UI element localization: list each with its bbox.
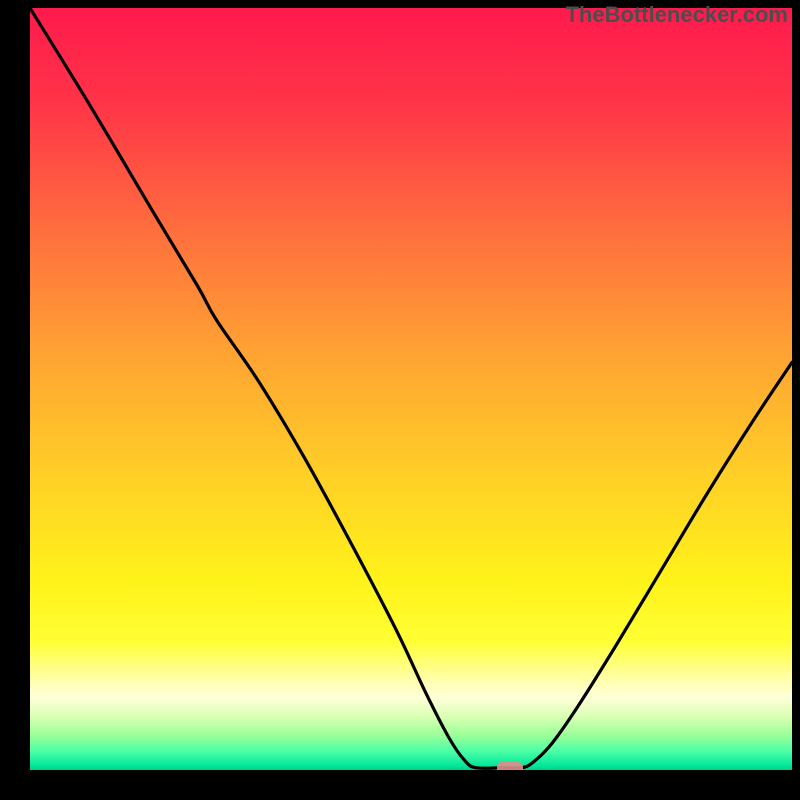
- bottleneck-curve: [30, 8, 792, 768]
- plot-area: [30, 8, 792, 770]
- curve-layer: [30, 8, 792, 770]
- optimal-marker: [497, 761, 523, 770]
- watermark-text: TheBottlenecker.com: [565, 2, 788, 28]
